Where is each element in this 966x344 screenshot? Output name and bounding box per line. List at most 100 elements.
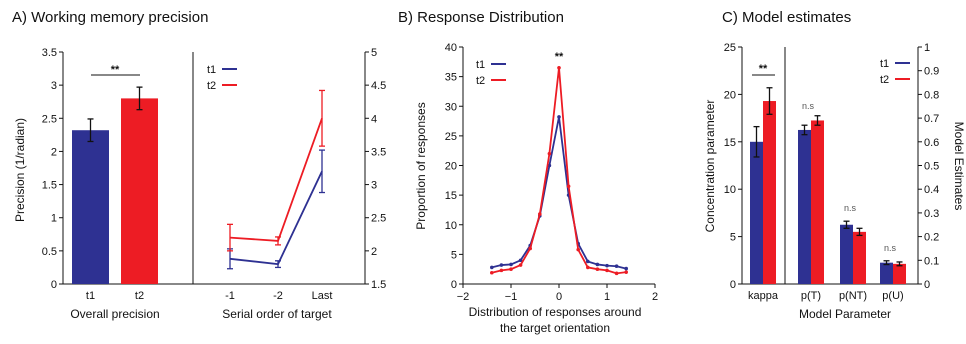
panel-c-significance-label: n.s [844, 203, 857, 213]
panel-c-right-yaxis-tick-label: 0.1 [924, 255, 939, 267]
panel-c-significance-label: n.s [884, 243, 897, 253]
panel-b-point-t1 [518, 258, 523, 263]
panel-b-point-t2 [538, 212, 542, 216]
panel-a-left-yaxis-tick-label: 0 [51, 279, 57, 291]
panel-b-xlabel-line1: Distribution of responses around [469, 305, 642, 319]
panel-b-point-t1 [586, 259, 590, 264]
panel-b-point-t1 [614, 264, 619, 269]
panel-b-series-line-t2 [491, 67, 627, 275]
panel-c-bar-kappa-t2 [763, 101, 776, 284]
panel-c-right-yaxis-tick-label: 0.8 [924, 89, 939, 101]
panel-b-point-t2 [518, 263, 523, 267]
panel-b-yaxis-tick-label: 25 [445, 131, 457, 143]
panel-b-yaxis-tick-label: 15 [445, 190, 457, 202]
panel-c-right-yaxis-tick-label: 0.3 [924, 208, 939, 220]
panel-c-bar-p(T)-t1 [798, 129, 811, 284]
panel-a-right-legend-entry-label: t1 [207, 64, 216, 76]
panel-b-yaxis-tick-label: 35 [445, 72, 457, 84]
panel-a-right-yaxis-tick-label: 4.5 [371, 80, 386, 92]
panel-c-ylabel: Concentration parameter [703, 100, 717, 233]
panel-b-xaxis-tick-label: 1 [604, 291, 610, 303]
panel-b-xaxis-tick-label: 2 [652, 291, 658, 303]
panel-b-yaxis-tick-label: 30 [445, 101, 457, 113]
panel-a-ylabel: Precision (1/radian) [13, 118, 27, 222]
panel-a-left-yaxis-tick-label: 1 [51, 213, 57, 225]
panel-a-left-yaxis-tick-label: 1.5 [42, 180, 57, 192]
panel-a-significance-stars: ** [111, 64, 120, 76]
panel-a-right-series-line-t1 [229, 170, 323, 266]
panel-b-xaxis-tick-label: −2 [457, 291, 470, 303]
panel-b-xaxis-tick-label: 0 [556, 291, 562, 303]
panel-b-point-t2 [576, 247, 580, 252]
panel-b-point-t2 [490, 270, 494, 275]
panel-c-ylabel-right: Model Estimates [952, 122, 966, 211]
panel-b-legend-entry-label: t1 [476, 59, 485, 71]
panel-b-xlabel-line2: the target orientation [500, 321, 610, 335]
chart-marks: 0 0.5 1 1.5 2 2.5 3 3.5 t1 t2 ** 1.5 2 2.5 3 3.5 4 4.5 5 -1… [42, 42, 940, 303]
panel-b-yaxis-tick-label: 5 [451, 249, 457, 261]
panel-a-right-yaxis-tick-label: 2 [371, 246, 377, 258]
panel-b-legend-entry-label: t2 [476, 75, 485, 87]
panel-c-bar-p(U)-t1 [880, 262, 893, 284]
panel-b-point-t2 [528, 246, 532, 251]
panel-b-series-line-t1 [491, 116, 627, 270]
panel-a-right-series-line-t2 [229, 117, 323, 242]
panel-c-right-yaxis-tick-label: 0.5 [924, 161, 939, 173]
panel-b-yaxis-tick-label: 0 [451, 279, 457, 291]
panel-a-right-yaxis-tick-label: 3.5 [371, 146, 386, 158]
panel-a-right-category-label: Last [312, 290, 333, 302]
panel-c-significance-stars: ** [759, 63, 768, 75]
panel-a-category-label: t1 [86, 290, 95, 302]
panel-b-point-t1 [624, 266, 628, 271]
panel-c-bar-p(NT)-t1 [840, 224, 853, 284]
panel-c-right-yaxis-tick-label: 0.7 [924, 113, 939, 125]
panel-b-yaxis-tick-label: 20 [445, 161, 457, 173]
panel-c-bar-p(NT)-t2 [853, 231, 866, 284]
panel-b-yaxis-tick-label: 40 [445, 42, 457, 54]
panel-a-bar-t2 [121, 98, 158, 285]
panel-b-point-t2 [557, 65, 561, 70]
panel-c-left-yaxis-tick-label: 10 [724, 184, 736, 196]
panel-a-category-label: t2 [135, 290, 144, 302]
panel-a-right-category-label: -1 [225, 290, 235, 302]
panel-c-right-yaxis-tick-label: 0.9 [924, 66, 939, 78]
panel-c-legend-entry-label: t2 [880, 74, 889, 86]
panel-b-point-t1 [595, 262, 600, 267]
panel-a-left-yaxis-tick-label: 3.5 [42, 47, 57, 59]
panel-c-left-yaxis-tick-label: 5 [730, 232, 736, 244]
panel-b-ylabel: Proportion of responses [414, 102, 428, 229]
panel-c-left-yaxis-tick-label: 15 [724, 137, 736, 149]
panel-a-right-category-label: -2 [273, 290, 283, 302]
panel-b-point-t2 [586, 265, 590, 270]
panel-a-left-yaxis-tick-label: 2.5 [42, 113, 57, 125]
panel-a-right-yaxis-tick-label: 3 [371, 180, 377, 192]
panel-a-left-yaxis-tick-label: 2 [51, 146, 57, 158]
panel-a-right-xlabel: Serial order of target [222, 307, 332, 321]
panel-c-left-yaxis-tick-label: 25 [724, 42, 736, 54]
panel-c-right-yaxis-tick-label: 0.2 [924, 232, 939, 244]
panel-b-point-t2 [547, 151, 552, 156]
panel-c-right-yaxis-tick-label: 0.4 [924, 184, 939, 196]
panel-c-xlabel: Model Parameter [799, 307, 891, 321]
panel-c-right-yaxis-tick-label: 0.6 [924, 137, 939, 149]
panel-c-category-label: p(NT) [839, 290, 867, 302]
panel-c-title: C) Model estimates [722, 9, 851, 26]
panel-c-right-yaxis-tick-label: 1 [924, 42, 930, 54]
panel-a-right-yaxis-tick-label: 5 [371, 47, 377, 59]
panel-c-bar-p(U)-t2 [893, 263, 906, 284]
panel-b-point-t1 [557, 115, 561, 119]
panel-a-left-yaxis-tick-label: 3 [51, 80, 57, 92]
panel-b-title: B) Response Distribution [398, 9, 564, 26]
panel-b-point-t1 [490, 265, 494, 270]
panel-b-point-t2 [595, 267, 600, 271]
panel-c-right-yaxis-tick-label: 0 [924, 279, 930, 291]
panel-a-right-yaxis-tick-label: 4 [371, 113, 377, 125]
panel-b-point-t2 [509, 267, 513, 271]
panel-b-point-t1 [499, 263, 504, 267]
panel-b-significance-stars: ** [555, 51, 564, 63]
panel-a-left-yaxis-tick-label: 0.5 [42, 246, 57, 258]
panel-c-significance-label: n.s [802, 101, 815, 111]
panel-a-right-legend-entry-label: t2 [207, 80, 216, 92]
panel-c-category-label: kappa [748, 290, 779, 302]
